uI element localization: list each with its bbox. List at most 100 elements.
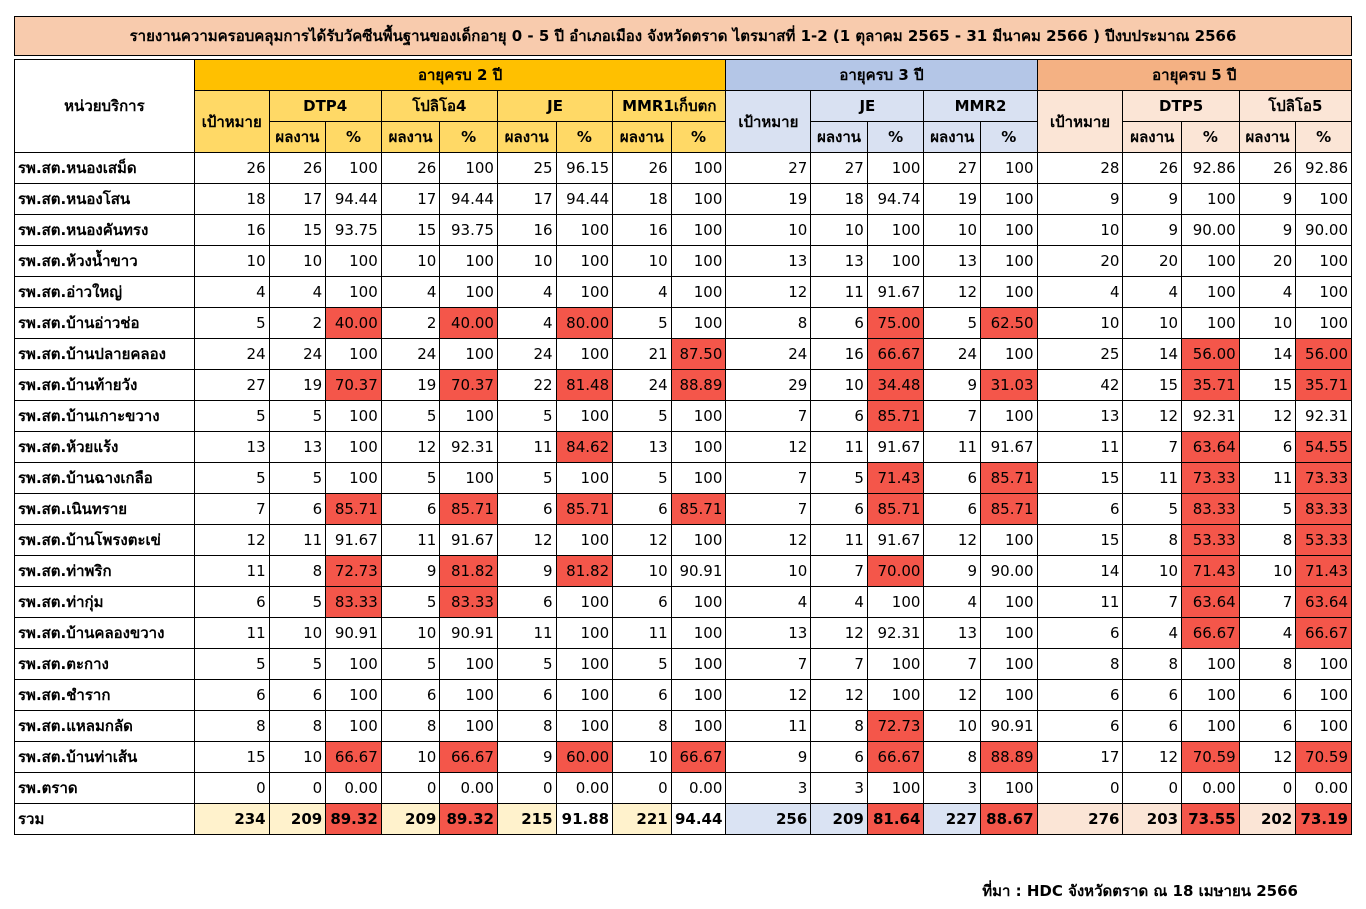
pct-header: % xyxy=(866,121,925,153)
result-header: ผลงาน xyxy=(923,121,982,153)
percent-cell: 83.33 xyxy=(439,586,498,618)
target-cell: 24 xyxy=(193,338,270,370)
percent-cell: 0.00 xyxy=(325,772,382,804)
result-cell: 5 xyxy=(612,400,672,432)
pct-header: % xyxy=(555,121,614,153)
result-cell: 27 xyxy=(810,152,868,184)
je-age3-header: JE xyxy=(810,90,925,122)
target-cell: 5 xyxy=(193,462,270,494)
result-cell: 11 xyxy=(268,524,327,556)
result-cell: 12 xyxy=(380,431,441,463)
result-cell: 5 xyxy=(380,648,441,680)
target-cell: 11 xyxy=(725,710,812,742)
target-cell: 6 xyxy=(1036,710,1124,742)
target-cell: 18 xyxy=(193,183,270,215)
target-cell: 8 xyxy=(193,710,270,742)
table-body: รพ.สต.หนองเสม็ด 26 26 100 26 100 25 96.15 26 100 2… xyxy=(14,152,1352,835)
percent-cell: 100 xyxy=(980,276,1038,308)
unit-name: รพ.สต.ท่าพริก xyxy=(14,555,195,587)
percent-cell: 100 xyxy=(670,431,727,463)
table-row: รพ.สต.ห้วงน้ำขาว 10 10 100 10 100 10 100 10 100 13… xyxy=(14,245,1352,277)
table-row: รพ.สต.บ้านท้ายวัง 27 19 70.37 19 70.37 22 81.48… xyxy=(14,369,1352,401)
target-cell: 13 xyxy=(193,431,270,463)
result-cell: 15 xyxy=(1238,369,1297,401)
result-cell: 8 xyxy=(268,555,327,587)
target-cell: 5 xyxy=(193,648,270,680)
pct-header: % xyxy=(1295,121,1352,153)
unit-name: รพ.สต.บ้านปลายคลอง xyxy=(14,338,195,370)
percent-cell: 100 xyxy=(670,617,727,649)
result-cell: 5 xyxy=(612,307,672,339)
result-cell: 24 xyxy=(923,338,982,370)
result-cell: 6 xyxy=(1238,431,1297,463)
result-cell: 5 xyxy=(1238,493,1297,525)
result-cell: 5 xyxy=(1122,493,1183,525)
target-cell: 7 xyxy=(193,493,270,525)
polio5-header: โปลิโอ5 xyxy=(1238,90,1353,122)
percent-cell: 100 xyxy=(1181,183,1240,215)
target-cell: 17 xyxy=(1036,741,1124,773)
target-cell: 12 xyxy=(725,276,812,308)
result-cell: 9 xyxy=(496,741,557,773)
result-cell: 0 xyxy=(380,772,441,804)
result-cell: 6 xyxy=(496,586,557,618)
percent-cell: 81.64 xyxy=(866,803,925,835)
percent-cell: 71.43 xyxy=(1181,555,1240,587)
percent-cell: 83.33 xyxy=(325,586,382,618)
percent-cell: 85.71 xyxy=(866,493,925,525)
result-cell: 12 xyxy=(1238,741,1297,773)
percent-cell: 100 xyxy=(1181,307,1240,339)
target-cell: 0 xyxy=(1036,772,1124,804)
percent-cell: 100 xyxy=(670,679,727,711)
result-cell: 6 xyxy=(923,462,982,494)
result-cell: 15 xyxy=(268,214,327,246)
target-cell: 42 xyxy=(1036,369,1124,401)
target-cell: 6 xyxy=(1036,679,1124,711)
result-cell: 6 xyxy=(496,493,557,525)
result-cell: 10 xyxy=(380,741,441,773)
result-cell: 19 xyxy=(268,369,327,401)
result-cell: 13 xyxy=(923,617,982,649)
target-cell: 5 xyxy=(193,400,270,432)
result-cell: 10 xyxy=(810,369,868,401)
percent-cell: 56.00 xyxy=(1295,338,1352,370)
result-cell: 26 xyxy=(268,152,327,184)
age3-header: อายุครบ 3 ปี xyxy=(725,59,1038,91)
percent-cell: 100 xyxy=(980,586,1038,618)
target-cell: 12 xyxy=(193,524,270,556)
result-cell: 11 xyxy=(923,431,982,463)
target-cell: 13 xyxy=(725,245,812,277)
percent-cell: 89.32 xyxy=(325,803,382,835)
percent-cell: 100 xyxy=(555,276,614,308)
percent-cell: 40.00 xyxy=(439,307,498,339)
percent-cell: 35.71 xyxy=(1181,369,1240,401)
table-row: รพ.สต.อ่าวใหญ่ 4 4 100 4 100 4 100 4 100 12 11 91.67… xyxy=(14,276,1352,308)
result-cell: 14 xyxy=(1238,338,1297,370)
result-cell: 7 xyxy=(810,648,868,680)
result-cell: 2 xyxy=(268,307,327,339)
result-cell: 12 xyxy=(923,679,982,711)
result-cell: 5 xyxy=(380,586,441,618)
result-cell: 8 xyxy=(268,710,327,742)
percent-cell: 100 xyxy=(325,400,382,432)
percent-cell: 73.33 xyxy=(1295,462,1352,494)
result-cell: 4 xyxy=(612,276,672,308)
unit-name: รพ.สต.บ้านอ่าวช่อ xyxy=(14,307,195,339)
result-cell: 4 xyxy=(1122,276,1183,308)
percent-cell: 100 xyxy=(555,617,614,649)
percent-cell: 94.44 xyxy=(555,183,614,215)
result-cell: 203 xyxy=(1122,803,1183,835)
percent-cell: 85.71 xyxy=(866,400,925,432)
unit-name: รพ.สต.บ้านเกาะขวาง xyxy=(14,400,195,432)
age5-header: อายุครบ 5 ปี xyxy=(1036,59,1353,91)
result-cell: 10 xyxy=(612,245,672,277)
percent-cell: 91.88 xyxy=(555,803,614,835)
percent-cell: 88.89 xyxy=(670,369,727,401)
target-cell: 6 xyxy=(1036,493,1124,525)
result-cell: 7 xyxy=(923,648,982,680)
percent-cell: 100 xyxy=(555,524,614,556)
result-cell: 15 xyxy=(380,214,441,246)
percent-cell: 35.71 xyxy=(1295,369,1352,401)
result-cell: 11 xyxy=(496,617,557,649)
result-cell: 10 xyxy=(1122,307,1183,339)
